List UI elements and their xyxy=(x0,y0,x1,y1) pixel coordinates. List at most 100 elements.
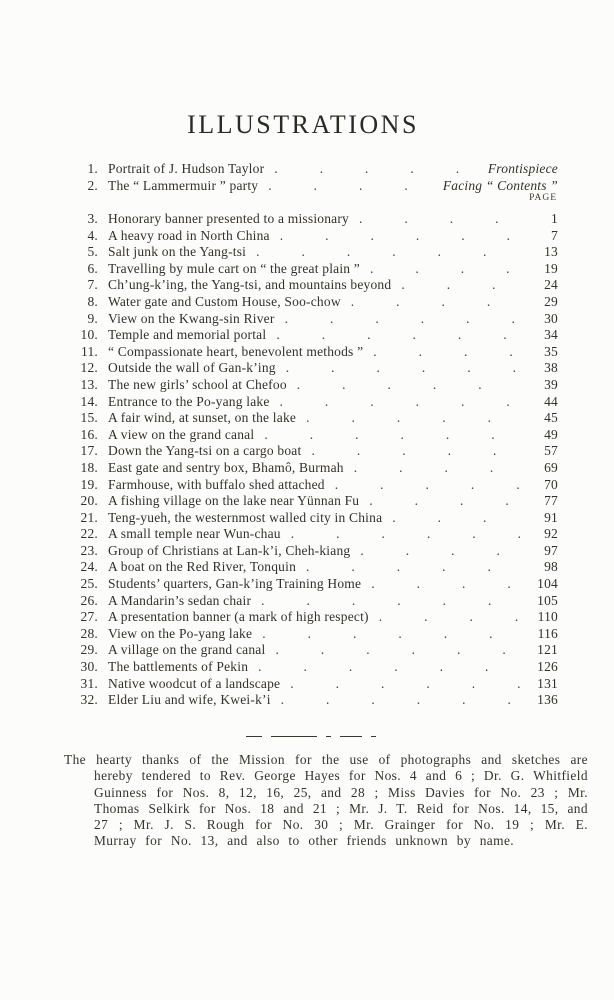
entry-title: The “ Lammermuir ” party xyxy=(108,178,259,193)
entry-number: 24. xyxy=(80,559,98,575)
illustration-entry: 25. Students’ quarters, Gan-k’ing Traini… xyxy=(64,576,558,593)
illustration-entry: 1. Portrait of J. Hudson Taylor Frontisp… xyxy=(64,160,558,177)
entry-page: 38 xyxy=(544,360,558,376)
illustration-entry: 12. Outside the wall of Gan-k’ing 38 xyxy=(64,360,558,377)
dot-leader xyxy=(373,344,520,361)
dot-leader xyxy=(268,177,439,194)
entry-page: 44 xyxy=(544,393,558,409)
entry-title: A village on the grand canal xyxy=(108,642,266,658)
illustration-entry: 19. Farmhouse, with buffalo shed attache… xyxy=(64,477,558,494)
entry-title: A view on the grand canal xyxy=(108,426,255,442)
dot-leader xyxy=(369,493,520,510)
dot-leader xyxy=(392,510,520,527)
entry-number: 18. xyxy=(80,459,98,475)
illustration-entry: 11. “ Compassionate heart, benevolent me… xyxy=(64,344,558,361)
entry-title: Temple and memorial portal xyxy=(108,327,267,343)
illustrations-list: 3. Honorary banner presented to a missio… xyxy=(64,211,558,709)
dot-leader xyxy=(275,642,520,659)
illustration-entry: 16. A view on the grand canal 49 xyxy=(64,427,558,444)
entry-number: 32. xyxy=(80,692,98,708)
entry-title: Outside the wall of Gan-k’ing xyxy=(108,360,276,376)
entry-title: The new girls’ school at Chefoo xyxy=(108,376,287,392)
illustration-entry: 2. The “ Lammermuir ” party Facing “ Con… xyxy=(64,177,558,194)
entry-page: 91 xyxy=(544,509,558,525)
dot-leader xyxy=(351,294,520,311)
entry-page: 110 xyxy=(537,609,558,625)
front-matter-list: 1. Portrait of J. Hudson Taylor Frontisp… xyxy=(64,160,558,194)
entry-number: 6. xyxy=(87,260,98,276)
entry-number: 5. xyxy=(87,244,98,260)
illustration-entry: 8. Water gate and Custom House, Soo-chow… xyxy=(64,294,558,311)
entry-number: 10. xyxy=(80,327,98,343)
dot-leader xyxy=(401,277,520,294)
entry-page: 39 xyxy=(544,376,558,392)
illustration-entry: 6. Travelling by mule cart on “ the grea… xyxy=(64,261,558,278)
dot-leader xyxy=(280,228,520,245)
illustration-entry: 23. Group of Christians at Lan-k’i, Cheh… xyxy=(64,543,558,560)
entry-title: A small temple near Wun-chau xyxy=(108,526,281,542)
dot-leader xyxy=(280,394,520,411)
illustration-entry: 21. Teng-yueh, the westernmost walled ci… xyxy=(64,510,558,527)
entry-number: 2. xyxy=(87,178,98,193)
divider-dash xyxy=(246,735,262,738)
entry-page: 70 xyxy=(544,476,558,492)
entry-reference: Facing “ Contents ” xyxy=(442,178,558,193)
entry-title: A presentation banner (a mark of high re… xyxy=(108,609,369,625)
section-divider xyxy=(64,735,558,738)
entry-title: Honorary banner presented to a missionar… xyxy=(108,211,350,226)
entry-page: 49 xyxy=(544,426,558,442)
entry-page: 24 xyxy=(544,277,558,293)
dot-leader xyxy=(370,261,520,278)
dot-leader xyxy=(286,360,520,377)
entry-title: The battlements of Pekin xyxy=(108,659,249,675)
entry-number: 9. xyxy=(87,310,98,326)
illustration-entry: 30. The battlements of Pekin 126 xyxy=(64,659,558,676)
entry-title: View on the Kwang-sin River xyxy=(108,310,275,326)
dot-leader xyxy=(281,692,520,709)
acknowledgment-note: The hearty thanks of the Mission for the… xyxy=(64,752,588,849)
divider-dash xyxy=(271,735,317,738)
dot-leader xyxy=(297,377,520,394)
entry-page: 13 xyxy=(544,244,558,260)
entry-reference: Frontispiece xyxy=(487,161,558,176)
illustration-entry: 14. Entrance to the Po-yang lake 44 xyxy=(64,394,558,411)
entry-title: Entrance to the Po-yang lake xyxy=(108,393,270,409)
entry-number: 11. xyxy=(81,343,98,359)
dot-leader xyxy=(306,410,520,427)
page-title: ILLUSTRATIONS xyxy=(187,110,419,139)
entry-page: 105 xyxy=(537,592,558,608)
entry-page: 57 xyxy=(544,443,558,459)
entry-page: 34 xyxy=(544,327,558,343)
dot-leader xyxy=(262,626,520,643)
illustration-entry: 9. View on the Kwang-sin River 30 xyxy=(64,311,558,328)
illustration-entry: 3. Honorary banner presented to a missio… xyxy=(64,211,558,228)
entry-number: 22. xyxy=(80,526,98,542)
entry-title: A heavy road in North China xyxy=(108,227,270,243)
dot-leader xyxy=(256,244,520,261)
entry-number: 23. xyxy=(80,542,98,558)
entry-number: 12. xyxy=(80,360,98,376)
illustration-entry: 5. Salt junk on the Yang-tsi 13 xyxy=(64,244,558,261)
divider-dash xyxy=(326,735,331,738)
illustration-entry: 7. Ch’ung-k’ing, the Yang-tsi, and mount… xyxy=(64,277,558,294)
entry-title: Teng-yueh, the westernmost walled city i… xyxy=(108,509,383,525)
entry-page: 131 xyxy=(537,675,558,691)
dot-leader xyxy=(359,211,520,228)
dot-leader xyxy=(371,576,520,593)
illustration-entry: 22. A small temple near Wun-chau 92 xyxy=(64,526,558,543)
entry-number: 30. xyxy=(80,659,98,675)
entry-number: 8. xyxy=(87,293,98,309)
entry-number: 17. xyxy=(80,443,98,459)
dot-leader xyxy=(306,559,520,576)
entry-title: Portrait of J. Hudson Taylor xyxy=(108,161,265,176)
entry-number: 4. xyxy=(87,227,98,243)
entry-page: 104 xyxy=(537,576,558,592)
page-column-label: PAGE xyxy=(529,193,557,203)
entry-number: 7. xyxy=(87,277,98,293)
illustration-entry: 28. View on the Po-yang lake 116 xyxy=(64,626,558,643)
entry-title: East gate and sentry box, Bhamô, Burmah xyxy=(108,459,344,475)
entry-title: View on the Po-yang lake xyxy=(108,625,253,641)
illustration-entry: 10. Temple and memorial portal 34 xyxy=(64,327,558,344)
entry-title: Water gate and Custom House, Soo-chow xyxy=(108,293,341,309)
dot-leader xyxy=(379,609,520,626)
